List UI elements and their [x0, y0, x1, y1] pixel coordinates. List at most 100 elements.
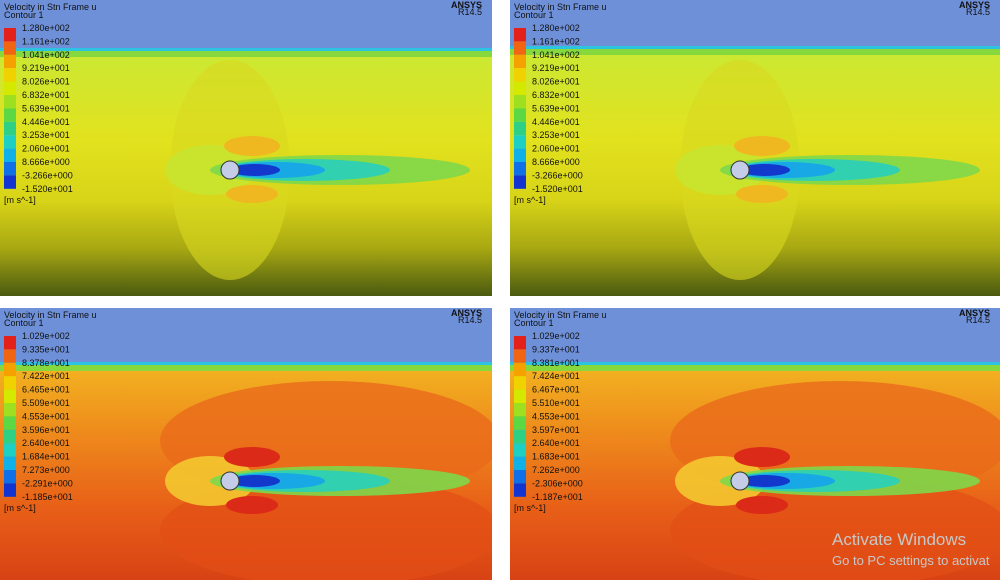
logo: ANSYS [959, 0, 990, 10]
legend-label: 1.280e+002 [532, 23, 580, 33]
legend-label: 7.422e+001 [22, 371, 70, 381]
legend-label: 5.639e+001 [532, 103, 580, 113]
legend-label: -2.306e+000 [532, 478, 583, 488]
legend-label: 9.219e+001 [532, 63, 580, 73]
lobe [736, 185, 788, 203]
flow-field [0, 0, 492, 296]
legend-label: 8.378e+001 [22, 358, 70, 368]
legend-label: -1.520e+001 [532, 184, 583, 194]
wall-band [510, 49, 1000, 55]
version: R14.5 [966, 315, 990, 325]
watermark-title: Activate Windows [832, 530, 966, 549]
wall-band [0, 48, 492, 51]
legend-swatch [514, 135, 526, 149]
legend-swatch [514, 362, 526, 377]
legend-swatch [4, 95, 16, 109]
legend-swatch [4, 28, 16, 42]
lobe [736, 496, 788, 514]
legend-swatch [514, 336, 526, 350]
flow-field [510, 308, 1000, 580]
legend-swatch [514, 416, 526, 430]
legend-label: 1.684e+001 [22, 452, 70, 462]
legend-label: 1.161e+002 [532, 36, 580, 46]
legend-swatch [514, 456, 526, 470]
cylinder [220, 160, 240, 180]
panel-subtitle: Contour 1 [4, 318, 44, 328]
legend-label: 2.060e+001 [22, 144, 70, 154]
legend-swatch [4, 162, 16, 176]
legend-label: -3.266e+000 [22, 170, 73, 180]
panel-title: Velocity in Stn Frame u [4, 310, 97, 320]
legend-label: 6.832e+001 [532, 90, 580, 100]
legend-swatch [514, 95, 526, 109]
cylinder [220, 471, 240, 491]
legend-label: 1.041e+002 [532, 50, 580, 60]
legend-label: 1.029e+002 [22, 331, 70, 341]
wall-band [0, 365, 492, 371]
flow-field [510, 0, 1000, 296]
legend-swatch [514, 403, 526, 417]
legend-label: 8.666e+000 [532, 157, 580, 167]
legend-label: 6.832e+001 [22, 90, 70, 100]
legend-label: 2.640e+001 [22, 438, 70, 448]
legend-swatch [514, 81, 526, 95]
panel-subtitle: Contour 1 [514, 318, 554, 328]
lobe [226, 496, 278, 514]
legend-swatch [514, 28, 526, 42]
legend-unit: [m s^-1] [514, 195, 546, 205]
panel-title: Velocity in Stn Frame u [514, 310, 607, 320]
legend-swatch [514, 108, 526, 122]
legend-swatch [514, 389, 526, 403]
legend-swatch [4, 349, 16, 363]
legend-label: -1.185e+001 [22, 492, 73, 502]
legend-unit: [m s^-1] [514, 503, 546, 513]
legend-swatch [4, 81, 16, 95]
legend-label: 1.683e+001 [532, 452, 580, 462]
legend-label: 2.640e+001 [532, 438, 580, 448]
legend-unit: [m s^-1] [4, 195, 36, 205]
legend-swatch [514, 68, 526, 82]
wake [740, 475, 790, 487]
legend-label: 3.596e+001 [22, 425, 70, 435]
logo: ANSYS [451, 308, 482, 318]
legend-swatch [514, 483, 526, 497]
legend-swatch [4, 429, 16, 444]
legend-swatch [4, 389, 16, 403]
lobe [224, 136, 280, 156]
legend-label: 5.639e+001 [22, 103, 70, 113]
legend-label: 4.446e+001 [22, 117, 70, 127]
legend-swatch [514, 376, 526, 390]
legend-swatch [514, 349, 526, 363]
legend-label: 2.060e+001 [532, 144, 580, 154]
legend-label: 8.026e+001 [532, 77, 580, 87]
legend-swatch [514, 148, 526, 162]
legend-swatch [514, 443, 526, 457]
legend-swatch [4, 416, 16, 430]
lobe [224, 447, 280, 467]
legend-swatch [4, 108, 16, 122]
panel-title: Velocity in Stn Frame u [514, 2, 607, 12]
legend-swatch [4, 121, 16, 136]
legend-swatch [514, 54, 526, 69]
legend-label: 1.161e+002 [22, 36, 70, 46]
wall-band [0, 362, 492, 365]
legend-swatch [4, 41, 16, 55]
legend-label: -3.266e+000 [532, 170, 583, 180]
legend-swatch [514, 162, 526, 176]
legend-label: 1.280e+002 [22, 23, 70, 33]
legend-swatch [4, 470, 16, 484]
logo: ANSYS [959, 308, 990, 318]
cylinder [730, 471, 750, 491]
legend-label: 1.029e+002 [532, 331, 580, 341]
legend-label: -1.520e+001 [22, 184, 73, 194]
legend-swatch [514, 175, 526, 189]
legend-swatch [4, 403, 16, 417]
legend-swatch [4, 362, 16, 377]
legend-label: 6.467e+001 [532, 385, 580, 395]
legend-label: -1.187e+001 [532, 492, 583, 502]
lobe [734, 136, 790, 156]
legend-label: 5.509e+001 [22, 398, 70, 408]
